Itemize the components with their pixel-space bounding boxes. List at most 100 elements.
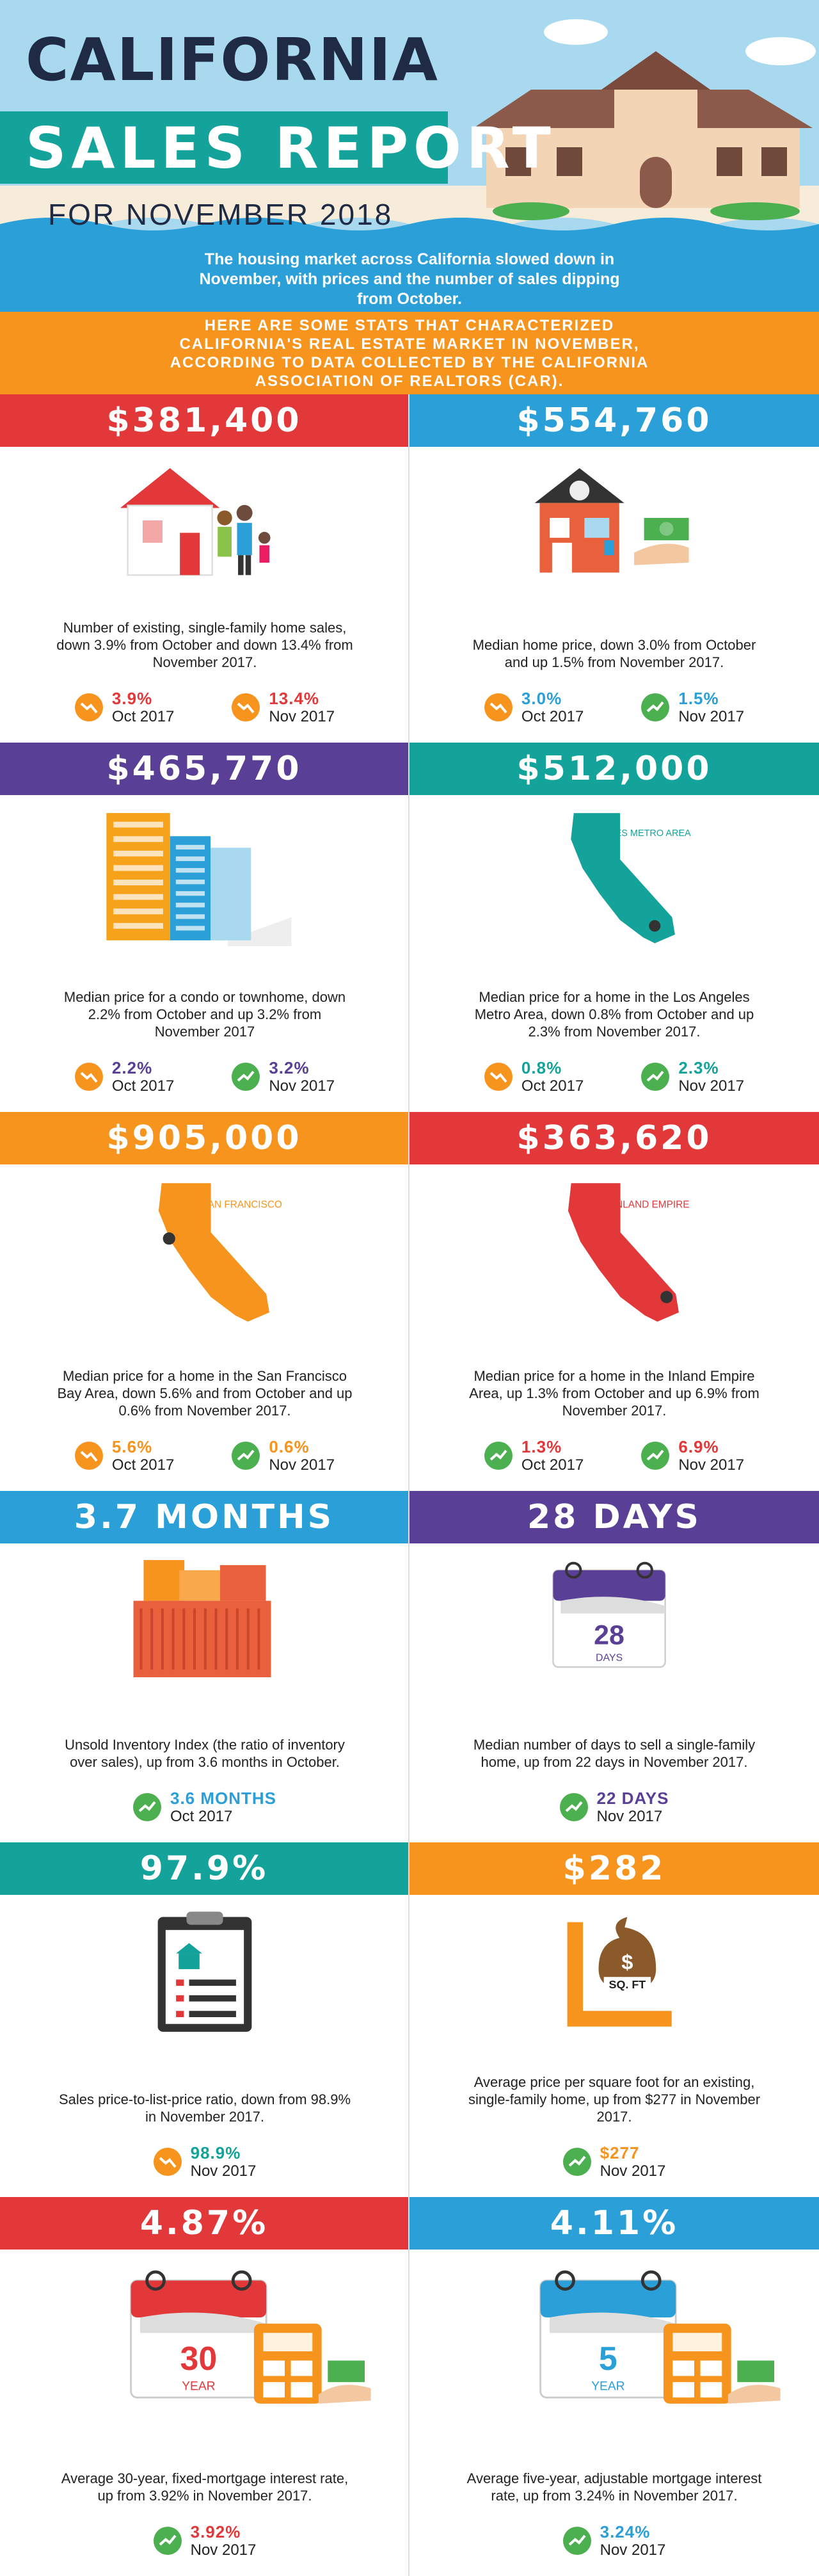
title-band [0, 111, 448, 184]
house-gable [601, 51, 710, 90]
card-description: Number of existing, single-family home s… [56, 620, 353, 670]
illustration-part [176, 2011, 184, 2018]
card-headline: $282 [410, 1842, 819, 1895]
trend-icon [484, 1442, 513, 1470]
illustration-part [175, 903, 205, 908]
illustration-part [328, 2360, 365, 2383]
stat-text: 1.5% Nov 2017 [678, 689, 744, 726]
stats: 3.92% Nov 2017 [0, 2520, 410, 2562]
illustration-part [672, 2360, 694, 2376]
card: $554,760 Median home price, down 3.0% fro… [410, 394, 819, 743]
trend-icon [562, 2148, 591, 2176]
illustration-part [672, 2333, 722, 2352]
illustration-part [553, 1570, 665, 1601]
house-window [717, 147, 742, 176]
stat-label: Nov 2017 [190, 2162, 257, 2180]
stat: 2.3% Nov 2017 [641, 1056, 744, 1098]
illustration: INLAND EMPIRE [568, 1183, 690, 1322]
stat-value: 3.92% [190, 2522, 241, 2541]
stat: 0.8% Oct 2017 [484, 1056, 584, 1098]
illustration-part [175, 844, 205, 850]
illustration-label: INLAND EMPIRE [613, 1200, 690, 1211]
stat: 22 DAYS Nov 2017 [559, 1786, 669, 1828]
card-headline: $381,400 [0, 394, 408, 447]
illustration-part [186, 1912, 223, 1925]
stat-value: 13.4% [269, 689, 320, 708]
illustration-part [175, 914, 205, 919]
illustration-part [170, 836, 211, 940]
illustration-part [143, 1559, 185, 1601]
card-description: Average 30-year, fixed-mortgage interest… [61, 2470, 349, 2504]
illustration-label: ANGELES METRO AREA [584, 828, 691, 839]
card: 28 DAYS 28 DAYS Median number of days to se… [410, 1491, 819, 1842]
trend-icon [74, 1063, 103, 1091]
illustration-part [140, 2312, 267, 2333]
illustration-part [211, 848, 251, 940]
trend-icon-part [138, 1801, 156, 1812]
illustration-label: DAYS [596, 1653, 623, 1664]
illustration-part [180, 533, 200, 576]
illustration-part [163, 1232, 175, 1245]
stats: 1.3% Oct 2017 6.9% Nov 2017 [410, 1435, 819, 1477]
card-headline: 4.87% [0, 2197, 408, 2250]
stat: 6.9% Nov 2017 [641, 1435, 744, 1477]
intro: The housing market across California slo… [0, 246, 819, 312]
stat-text: 3.9% Oct 2017 [112, 689, 174, 726]
report-date: FOR NOVEMBER 2018 [48, 198, 394, 231]
trend-icon-part [80, 1072, 98, 1083]
card: $512,000 ANGELES METRO AREA Median price f… [410, 743, 819, 1112]
stat-value: 0.6% [269, 1437, 310, 1456]
trend-icon [484, 693, 513, 721]
stat-text: 22 DAYS Nov 2017 [597, 1789, 669, 1826]
trend-icon-part [80, 1451, 98, 1462]
trend-icon [484, 1063, 513, 1091]
house-window [557, 147, 582, 176]
stats: 98.9% Nov 2017 [0, 2141, 410, 2183]
subtitle: SALES REPORT [26, 115, 556, 181]
card: $381,400 Number of existing, single-famil… [0, 394, 410, 743]
illustration-part [145, 2270, 166, 2291]
cloud [544, 19, 608, 45]
illustration-part [561, 1597, 665, 1614]
illustration-part [238, 555, 244, 576]
stat: 3.6 MONTHS Oct 2017 [132, 1786, 276, 1828]
card-headline: $905,000 [0, 1112, 408, 1164]
illustration-part: $ [621, 1950, 633, 1974]
stat-text: 2.2% Oct 2017 [112, 1058, 174, 1095]
trend-icon [641, 1442, 670, 1470]
stat-label: Oct 2017 [521, 1077, 584, 1095]
card: 4.11% 5 YEAR Average five-year, adjustable … [410, 2197, 819, 2576]
stat-text: 6.9% Nov 2017 [678, 1437, 744, 1474]
illustration-part [176, 1979, 184, 1986]
illustration-part [700, 2360, 722, 2376]
stat-label: Nov 2017 [678, 1077, 745, 1095]
card-description: Average price per square foot for an exi… [468, 2074, 761, 2125]
stat-value: $277 [600, 2143, 640, 2162]
stats: 5.6% Oct 2017 0.6% Nov 2017 [0, 1435, 410, 1477]
stat-label: Oct 2017 [111, 1077, 175, 1095]
illustration [534, 468, 689, 573]
illustration-part [568, 1183, 679, 1322]
stat-label: Nov 2017 [269, 708, 335, 725]
stat: 1.5% Nov 2017 [641, 686, 744, 729]
stat-label: Oct 2017 [111, 1456, 175, 1474]
illustration-label: YEAR [182, 2380, 215, 2394]
card-headline: $554,760 [410, 394, 819, 447]
stat-value: 3.24% [600, 2522, 651, 2541]
stat-label: Oct 2017 [521, 708, 584, 725]
stat-value: 3.9% [111, 689, 153, 708]
illustration-part [540, 2280, 676, 2318]
house-window [505, 147, 531, 176]
illustration-part [113, 880, 163, 886]
illustration-part [263, 2360, 285, 2376]
illustration-part [737, 2360, 774, 2383]
card-headline: 28 DAYS [410, 1491, 819, 1543]
illustration-part [113, 836, 163, 842]
stat-text: 3.2% Nov 2017 [269, 1058, 335, 1095]
card-headline: $363,620 [410, 1112, 819, 1164]
illustration-part [636, 1561, 653, 1579]
illustration-part [290, 2360, 313, 2376]
trend-icon-part [568, 2155, 586, 2167]
stat-label: Oct 2017 [111, 708, 175, 725]
